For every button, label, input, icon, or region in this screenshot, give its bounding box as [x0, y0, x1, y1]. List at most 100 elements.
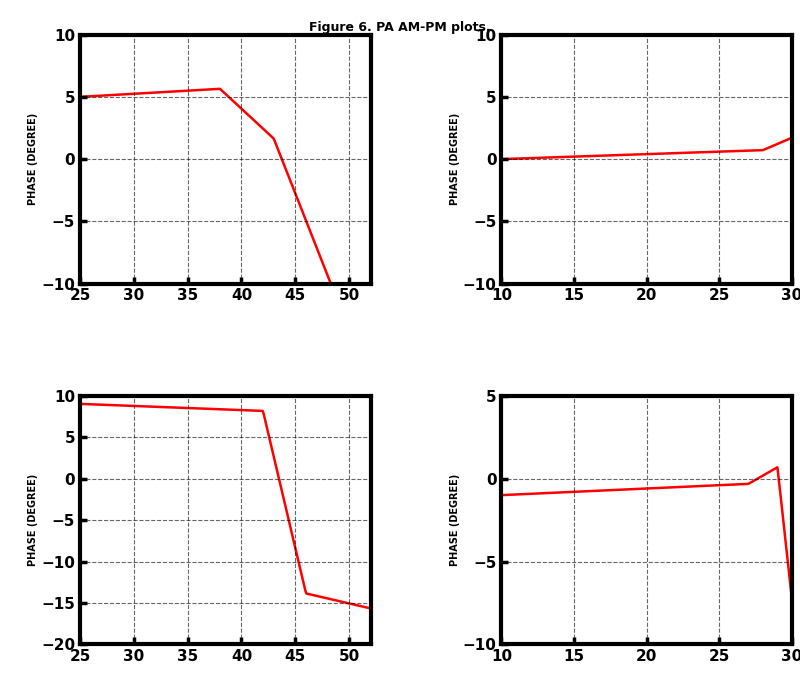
- Point: [649, 115, 662, 126]
- Point: [322, 602, 334, 613]
- Point: [501, 87, 514, 98]
- Point: [534, 425, 546, 436]
- Point: [750, 164, 762, 175]
- Point: [321, 248, 334, 259]
- Point: [230, 390, 242, 401]
- Point: [335, 602, 348, 613]
- Point: [696, 425, 709, 436]
- Point: [733, 439, 746, 450]
- Point: [94, 94, 107, 105]
- Point: [255, 121, 268, 132]
- Point: [689, 170, 702, 182]
- Point: [771, 414, 784, 426]
- Point: [620, 449, 633, 460]
- Point: [604, 455, 617, 466]
- Point: [596, 200, 609, 211]
- Point: [328, 577, 341, 588]
- Point: [233, 405, 246, 416]
- Point: [265, 436, 278, 447]
- Point: [730, 105, 743, 116]
- Point: [347, 278, 360, 289]
- Point: [719, 160, 732, 171]
- Point: [577, 184, 590, 195]
- Point: [756, 149, 769, 160]
- Point: [706, 166, 718, 177]
- Point: [184, 390, 197, 401]
- Point: [626, 482, 638, 493]
- Point: [272, 145, 285, 156]
- Point: [666, 459, 679, 470]
- Point: [343, 586, 356, 597]
- Point: [647, 420, 660, 431]
- Point: [576, 550, 589, 561]
- Point: [550, 141, 562, 152]
- Point: [140, 55, 153, 67]
- Point: [278, 501, 290, 512]
- Point: [349, 601, 362, 612]
- Point: [358, 604, 371, 615]
- Point: [541, 236, 554, 247]
- Point: [323, 271, 336, 282]
- Point: [141, 394, 154, 405]
- Point: [526, 106, 539, 117]
- Point: [250, 403, 263, 414]
- Point: [496, 130, 509, 141]
- Point: [298, 209, 310, 220]
- Point: [259, 390, 272, 401]
- Point: [120, 416, 133, 427]
- Point: [342, 278, 354, 289]
- Point: [563, 170, 576, 182]
- Point: [134, 48, 147, 59]
- Point: [273, 468, 286, 479]
- Point: [258, 105, 271, 116]
- Point: [546, 100, 558, 112]
- Point: [552, 510, 565, 521]
- Point: [534, 639, 547, 650]
- Point: [737, 503, 750, 514]
- Point: [555, 70, 568, 81]
- Point: [601, 495, 614, 507]
- Point: [301, 581, 314, 592]
- Point: [330, 277, 342, 288]
- Point: [205, 86, 218, 97]
- Point: [722, 142, 734, 153]
- Point: [773, 166, 786, 177]
- Point: [708, 134, 721, 145]
- Point: [172, 72, 185, 83]
- Point: [202, 396, 214, 407]
- Point: [350, 278, 363, 289]
- Point: [762, 480, 775, 491]
- Point: [496, 251, 509, 262]
- Point: [221, 123, 234, 134]
- Point: [542, 125, 554, 136]
- Point: [783, 556, 796, 567]
- Point: [766, 463, 779, 474]
- Point: [677, 134, 690, 146]
- Point: [720, 513, 733, 524]
- Point: [183, 66, 196, 77]
- Point: [285, 525, 298, 536]
- Point: [100, 390, 113, 401]
- Point: [754, 132, 766, 143]
- Point: [533, 242, 546, 253]
- Point: [342, 593, 354, 604]
- Point: [346, 590, 359, 601]
- Point: [701, 152, 714, 163]
- Point: [326, 601, 338, 612]
- Point: [96, 121, 109, 132]
- Point: [256, 412, 269, 423]
- Point: [686, 177, 698, 188]
- Point: [118, 87, 131, 98]
- Point: [97, 390, 110, 401]
- Point: [578, 459, 590, 471]
- Point: [503, 112, 516, 123]
- Point: [150, 65, 163, 76]
- Point: [674, 506, 687, 517]
- Point: [120, 99, 133, 110]
- Point: [750, 166, 763, 177]
- Point: [622, 493, 635, 504]
- Point: [150, 164, 162, 175]
- Point: [182, 401, 195, 412]
- Point: [692, 440, 705, 451]
- Point: [567, 593, 580, 604]
